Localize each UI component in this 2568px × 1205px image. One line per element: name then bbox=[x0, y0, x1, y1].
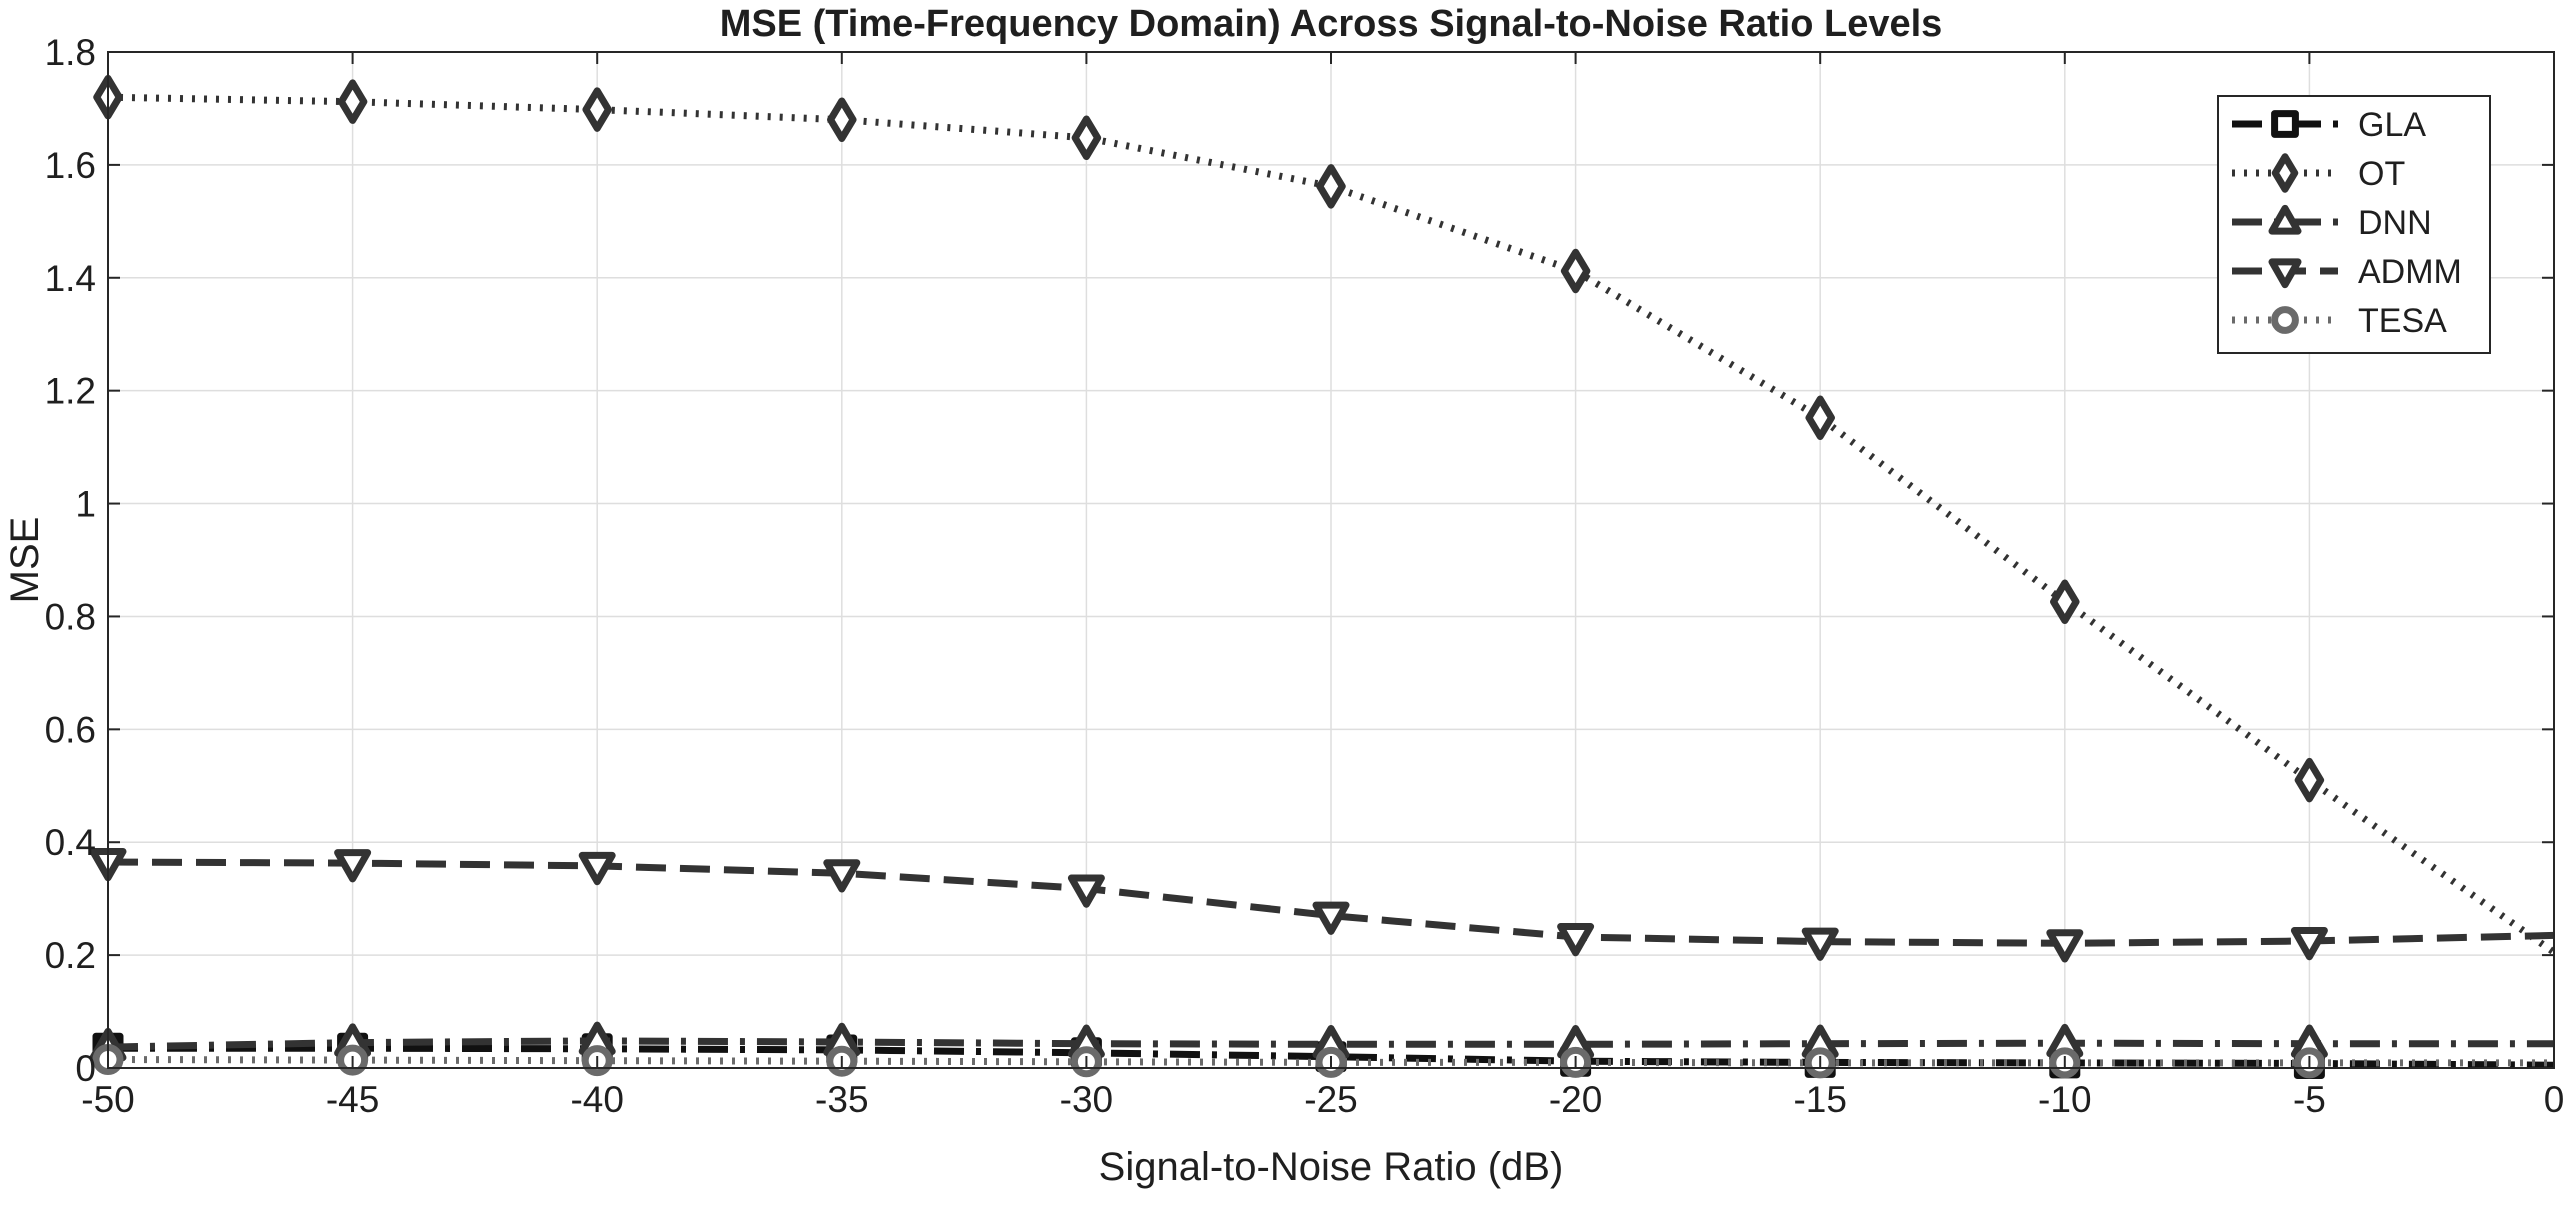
y-tick-label: 0.4 bbox=[45, 822, 96, 863]
data-point-admm bbox=[1801, 927, 1839, 961]
legend-label-tesa: TESA bbox=[2358, 302, 2447, 340]
x-tick-label: -5 bbox=[2293, 1079, 2326, 1120]
x-tick-label: -35 bbox=[815, 1079, 868, 1120]
y-tick-label: 1.4 bbox=[45, 258, 96, 299]
data-point-ot bbox=[1071, 115, 1102, 161]
x-tick-label: -10 bbox=[2038, 1079, 2091, 1120]
x-tick-label: -15 bbox=[1793, 1079, 1846, 1120]
data-point-admm bbox=[2290, 927, 2328, 961]
legend-label-admm: ADMM bbox=[2358, 253, 2462, 291]
y-tick-label: 1 bbox=[75, 484, 96, 525]
legend-entry-gla: GLA bbox=[2232, 106, 2426, 144]
x-tick-label: -45 bbox=[326, 1079, 379, 1120]
legend-marker-admm bbox=[2268, 258, 2302, 289]
data-point-admm bbox=[2046, 929, 2084, 963]
y-axis-label: MSE bbox=[3, 517, 47, 604]
data-point-admm bbox=[1557, 923, 1595, 957]
legend-entry-tesa: TESA bbox=[2232, 302, 2447, 340]
legend-box bbox=[2217, 95, 2491, 354]
legend: GLA OT DNN ADMM TESA bbox=[2217, 95, 2491, 354]
legend-label-dnn: DNN bbox=[2358, 204, 2432, 242]
data-point-ot bbox=[337, 79, 368, 124]
legend-marker-ot bbox=[2271, 153, 2299, 193]
series-admm bbox=[89, 847, 2555, 963]
y-tick-label: 0.8 bbox=[45, 596, 96, 637]
legend-label-ot: OT bbox=[2358, 155, 2405, 193]
chart-title: MSE (Time-Frequency Domain) Across Signa… bbox=[720, 3, 1943, 45]
x-axis-label: Signal-to-Noise Ratio (dB) bbox=[1099, 1145, 1564, 1189]
data-point-ot bbox=[2294, 757, 2325, 803]
y-tick-label: 1.2 bbox=[45, 371, 96, 412]
data-point-ot bbox=[827, 97, 857, 142]
x-tick-label: -20 bbox=[1549, 1079, 1602, 1120]
legend-marker-tesa bbox=[2271, 306, 2299, 334]
y-tick-label: 0.2 bbox=[45, 935, 96, 976]
legend-entry-dnn: DNN bbox=[2232, 204, 2432, 242]
series-line-admm bbox=[107, 858, 2555, 947]
data-point-admm bbox=[334, 849, 372, 883]
data-point-ot bbox=[582, 87, 612, 132]
data-point-admm bbox=[1067, 874, 1105, 908]
data-point-admm bbox=[823, 859, 861, 893]
x-tick-label: 0 bbox=[2544, 1079, 2565, 1120]
legend-entry-ot: OT bbox=[2232, 153, 2405, 193]
data-point-ot bbox=[1805, 395, 1835, 441]
y-tick-label: 1.8 bbox=[45, 32, 96, 73]
series-ot bbox=[93, 74, 2557, 956]
x-tick-label: -40 bbox=[570, 1079, 623, 1120]
y-tick-label: 0 bbox=[75, 1048, 96, 1089]
legend-marker-dnn bbox=[2268, 204, 2302, 235]
data-point-admm bbox=[578, 851, 616, 886]
data-point-admm bbox=[1312, 901, 1350, 935]
legend-label-gla: GLA bbox=[2358, 106, 2426, 144]
data-point-ot bbox=[1316, 164, 1346, 209]
data-point-ot bbox=[1560, 248, 1591, 294]
x-tick-label: -30 bbox=[1060, 1079, 1113, 1120]
legend-marker-gla bbox=[2271, 110, 2299, 138]
y-tick-label: 0.6 bbox=[45, 709, 96, 750]
data-point-ot bbox=[2050, 579, 2080, 625]
ticks: -50 -45 -40 -35 -30 -25 -20 -15 -10 -5 000.20.40.6… bbox=[45, 32, 2565, 1120]
x-tick-label: -25 bbox=[1304, 1079, 1357, 1120]
legend-entry-admm: ADMM bbox=[2232, 253, 2462, 291]
y-tick-label: 1.6 bbox=[45, 145, 96, 186]
x-tick-label: -50 bbox=[81, 1079, 134, 1120]
